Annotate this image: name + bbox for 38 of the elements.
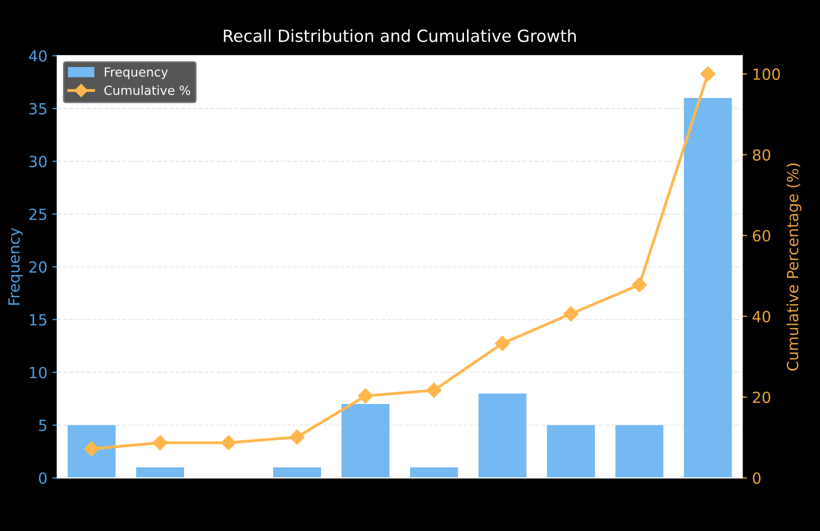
bar [342, 404, 390, 478]
y2-tick-label: 60 [752, 230, 770, 242]
bar [546, 425, 595, 478]
point [221, 435, 236, 450]
point [632, 277, 647, 292]
y2-tick-label: 80 [752, 149, 770, 161]
y-tick-label: 40 [28, 50, 47, 62]
point [494, 336, 510, 351]
chart-title: Recall Distribution and Cumulative Growth [224, 29, 576, 42]
y-tick-label: 15 [30, 314, 46, 326]
y-axis-title: Frequency [8, 228, 23, 305]
y2-axis-title: Cumulative Percentage (%) [786, 164, 802, 371]
bar [410, 467, 458, 478]
legend-label: Frequency [104, 67, 168, 80]
y-tick-label: 0 [38, 472, 47, 484]
y-tick-label: 35 [29, 102, 46, 115]
bar [478, 393, 526, 478]
bar [615, 425, 664, 478]
bar [136, 467, 184, 478]
bar [68, 425, 116, 478]
point [358, 388, 374, 404]
bar [273, 467, 322, 478]
y2-tick-label: 100 [754, 68, 780, 80]
point [700, 66, 716, 82]
y-tick-label: 20 [29, 261, 47, 273]
y2-tick-label: 0 [752, 472, 761, 484]
point [563, 306, 578, 322]
bar [684, 98, 732, 478]
legend-label: Cumulative % [104, 85, 190, 96]
y-tick-label: 5 [39, 420, 46, 432]
y2-tick-label: 20 [752, 392, 770, 404]
y-tick-label: 30 [29, 156, 47, 168]
y2-tick-label: 40 [752, 310, 770, 322]
point [289, 430, 305, 445]
point [152, 435, 168, 450]
y-tick-label: 10 [30, 366, 47, 378]
point [426, 382, 442, 398]
y-tick-label: 25 [29, 208, 46, 220]
